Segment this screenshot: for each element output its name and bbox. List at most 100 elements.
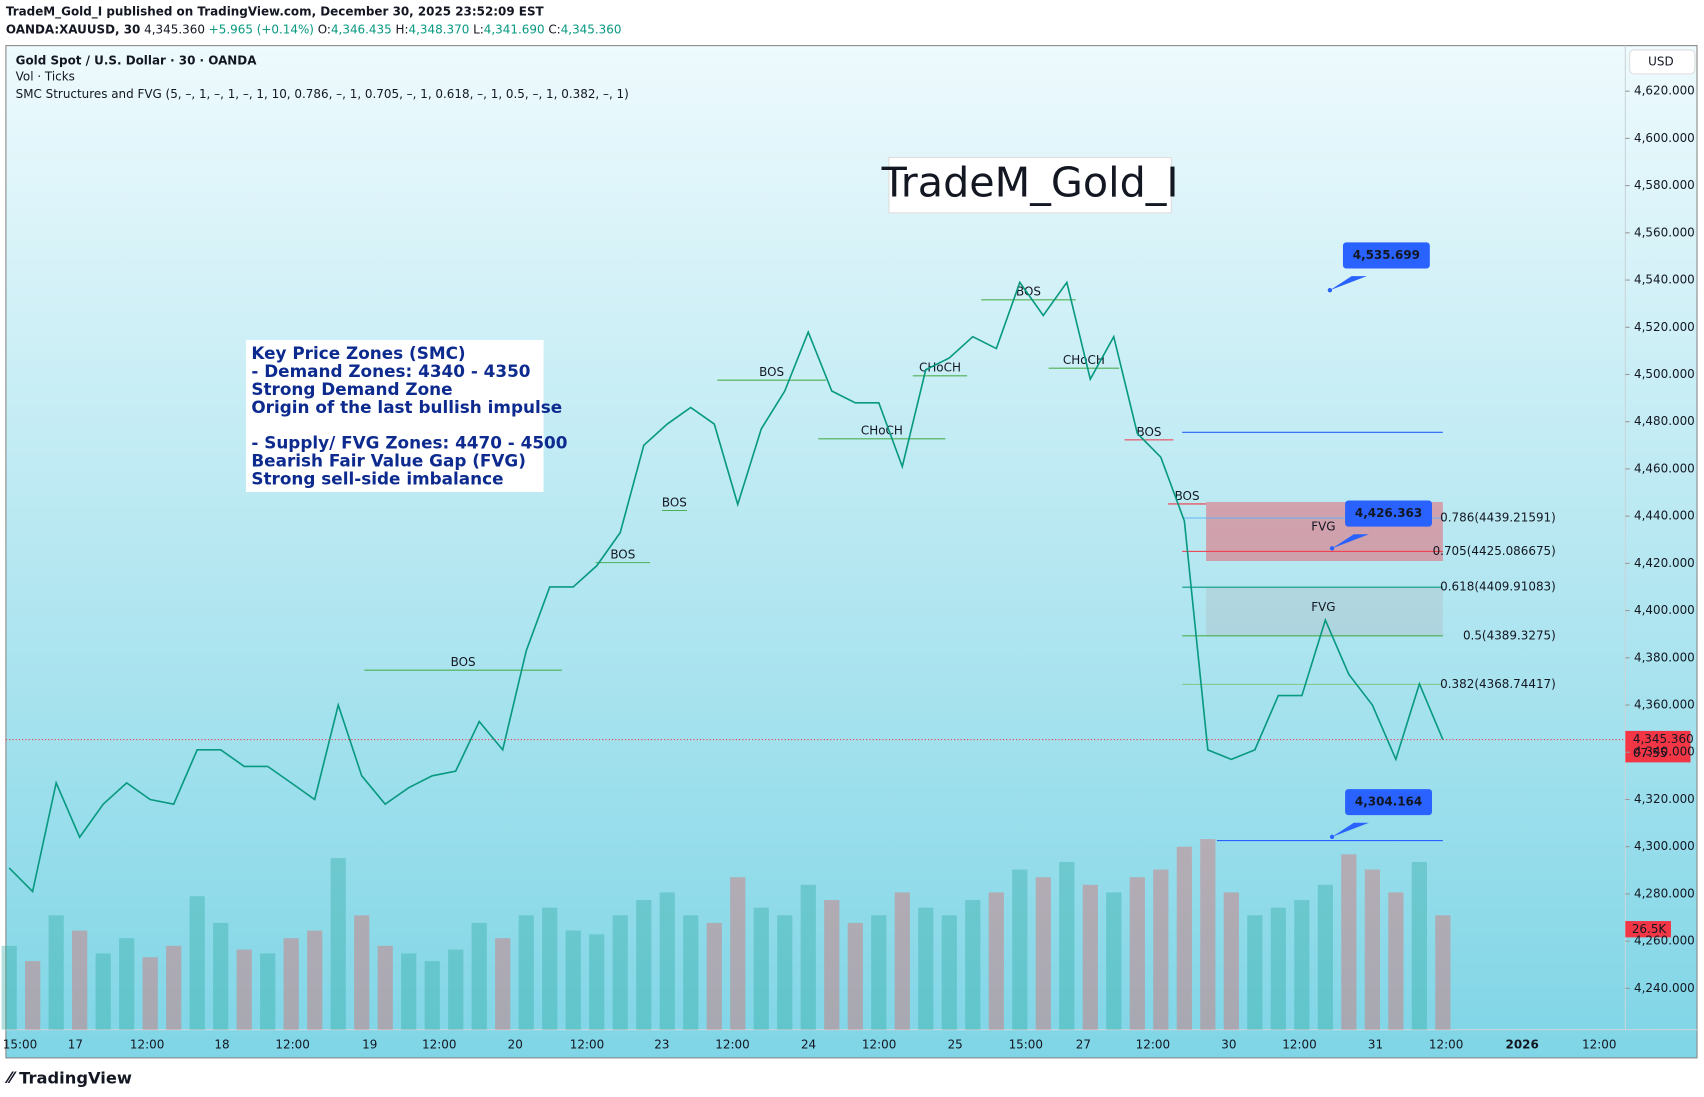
volume-bar <box>213 922 229 1030</box>
x-tick-label: 12:00 <box>1282 1037 1316 1051</box>
volume-bar <box>401 953 417 1030</box>
volume-bar <box>941 915 957 1030</box>
structure-label: BOS <box>451 655 476 669</box>
volume-bar <box>119 938 135 1030</box>
fib-label: 0.705(4425.086675) <box>1433 544 1556 558</box>
y-tick-label: 4,240.000 <box>1634 981 1695 995</box>
y-tick-label: 4,480.000 <box>1634 414 1695 428</box>
volume-bar <box>48 915 64 1030</box>
symbol: OANDA:XAUUSD, 30 <box>6 22 140 36</box>
volume-bar <box>965 900 981 1030</box>
volume-bar <box>683 915 699 1030</box>
ohlc-value: 4,345.360 <box>561 22 622 36</box>
volume-bar <box>471 922 487 1030</box>
volume-bar <box>95 953 111 1030</box>
volume-bar <box>495 938 511 1030</box>
volume-bar <box>1129 877 1145 1030</box>
callout-pointer <box>1332 534 1370 549</box>
x-tick-label: 12:00 <box>1429 1037 1463 1051</box>
volume-bar <box>236 949 252 1030</box>
volume-bar <box>847 922 863 1030</box>
volume-bar <box>166 945 182 1030</box>
y-tick-label: 4,260.000 <box>1634 934 1695 948</box>
y-tick-label: 4,280.000 <box>1634 886 1695 900</box>
x-tick-label: 12:00 <box>715 1037 749 1051</box>
note-box <box>245 339 544 493</box>
volume-bar <box>1411 861 1427 1030</box>
x-tick-label: 12:00 <box>422 1037 456 1051</box>
callout-box <box>1345 500 1432 527</box>
note-line: Key Price Zones (SMC) <box>251 343 465 363</box>
callout-box <box>1345 789 1432 816</box>
price-line <box>8 280 1444 894</box>
y-tick-label: 4,500.000 <box>1634 367 1695 381</box>
volume-bar <box>636 900 652 1030</box>
footer-logo: ⁄⁄ TradingView <box>4 1068 132 1087</box>
structure-label: BOS <box>1137 425 1162 439</box>
note-line: - Demand Zones: 4340 - 4350 <box>251 361 530 381</box>
x-tick-label: 31 <box>1368 1037 1383 1051</box>
volume-bar <box>753 907 769 1030</box>
volume-bar <box>894 892 910 1030</box>
structure-label: BOS <box>759 365 784 379</box>
volume-bar <box>1223 892 1239 1030</box>
x-tick-label: 12:00 <box>130 1037 164 1051</box>
fib-label: 0.786(4439.21591) <box>1440 511 1556 525</box>
volume-bar <box>189 896 205 1030</box>
callout-point <box>1329 834 1335 840</box>
y-tick-label: 4,560.000 <box>1634 225 1695 239</box>
volume-bar <box>800 884 816 1030</box>
volume-bar <box>589 934 605 1030</box>
structure-label: CHoCH <box>861 424 903 438</box>
y-tick-label: 4,600.000 <box>1634 131 1695 145</box>
volume-bar <box>283 938 299 1030</box>
x-tick-label: 17 <box>68 1037 83 1051</box>
callout-label: 4,535.699 <box>1353 248 1420 262</box>
structure-label: CHoCH <box>1063 353 1105 367</box>
note-line: Bearish Fair Value Gap (FVG) <box>251 451 526 471</box>
ohlc-key: H: <box>396 22 409 36</box>
y-tick-label: 4,420.000 <box>1634 556 1695 570</box>
callout-pointer <box>1332 822 1370 837</box>
y-tick-label: 4,360.000 <box>1634 698 1695 712</box>
volume-bar <box>1200 839 1216 1030</box>
volume-bar <box>659 892 675 1030</box>
structure-label: CHoCH <box>919 361 961 375</box>
callout-label: 4,304.164 <box>1355 795 1422 809</box>
volume-bar <box>1435 915 1451 1030</box>
header-line: TradeM_Gold_I published on TradingView.c… <box>6 4 545 19</box>
x-tick-label: 15:00 <box>3 1037 37 1051</box>
fvg-label: FVG <box>1311 600 1335 614</box>
currency-box[interactable] <box>1629 49 1696 75</box>
volume-label: 26.5K <box>1632 922 1668 936</box>
volume-bar <box>377 945 393 1030</box>
volume-bar <box>612 915 628 1030</box>
y-tick-label: 4,400.000 <box>1634 603 1695 617</box>
volume-bar <box>1106 892 1122 1030</box>
ohlc-key: L: <box>473 22 484 36</box>
y-tick-label: 4,440.000 <box>1634 509 1695 523</box>
volume-bar <box>1364 869 1380 1030</box>
last-price-box <box>1625 730 1691 763</box>
y-tick-label: 4,620.000 <box>1634 84 1695 98</box>
legend-indicator: SMC Structures and FVG (5, –, 1, –, 1, –… <box>16 87 629 101</box>
y-tick-label: 4,460.000 <box>1634 461 1695 475</box>
volume-bar <box>424 961 440 1030</box>
volume-bar <box>1035 877 1051 1030</box>
fib-label: 0.382(4368.74417) <box>1440 677 1556 691</box>
volume-bar <box>518 915 534 1030</box>
legend-title: Gold Spot / U.S. Dollar · 30 · OANDA <box>16 53 258 67</box>
volume-bar <box>565 930 581 1030</box>
volume-bar <box>354 915 370 1030</box>
x-tick-label: 23 <box>654 1037 669 1051</box>
change: +5.965 (+0.14%) <box>209 22 314 36</box>
x-tick-label: 12:00 <box>275 1037 309 1051</box>
volume-bar <box>448 949 464 1030</box>
x-tick-label: 12:00 <box>1136 1037 1170 1051</box>
volume-bar <box>1176 846 1192 1030</box>
callout-label: 4,426.363 <box>1355 506 1422 520</box>
volume-bar <box>260 953 276 1030</box>
plot: FVG FVG 0.786(4439.21591) 0.705(4425.086675… <box>1 242 1694 1030</box>
watermark-box <box>888 156 1172 214</box>
note-line: Strong Demand Zone <box>251 379 452 399</box>
